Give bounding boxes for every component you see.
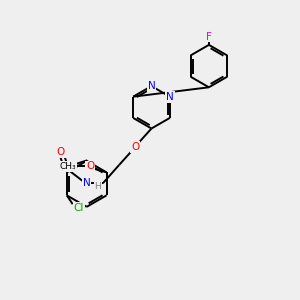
Text: O: O <box>131 142 140 152</box>
Text: CH₃: CH₃ <box>60 162 76 171</box>
Text: Cl: Cl <box>74 203 84 213</box>
Text: F: F <box>206 32 212 42</box>
Text: N: N <box>166 92 174 102</box>
Text: N: N <box>83 178 91 188</box>
Text: N: N <box>148 81 155 91</box>
Text: H: H <box>94 182 101 191</box>
Text: O: O <box>57 147 65 157</box>
Text: O: O <box>86 161 94 172</box>
